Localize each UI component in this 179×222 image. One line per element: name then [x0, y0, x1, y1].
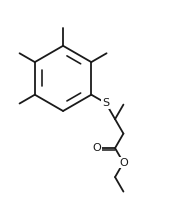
- Text: O: O: [119, 158, 128, 168]
- Text: O: O: [92, 143, 101, 153]
- Text: S: S: [102, 98, 109, 108]
